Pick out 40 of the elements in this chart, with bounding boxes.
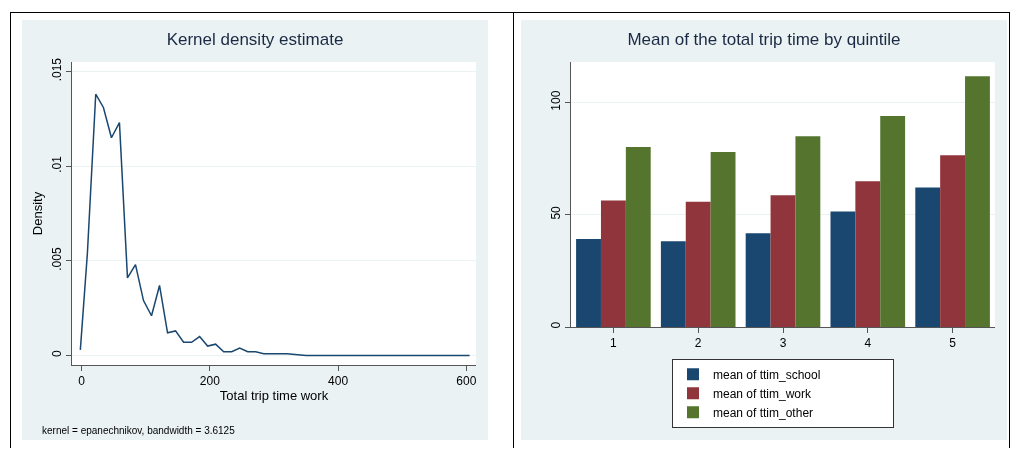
chart-title: Kernel density estimate xyxy=(166,29,344,49)
x-tick-label: 1 xyxy=(610,336,618,351)
bar xyxy=(855,181,881,327)
bar xyxy=(880,116,906,327)
text: kernel = epanechnikov, bandwidth = 3.6125 xyxy=(42,425,236,436)
bar xyxy=(965,76,990,327)
x-tick-label: 3 xyxy=(779,336,787,351)
bar xyxy=(600,200,626,327)
bar xyxy=(576,238,601,327)
x-tick-label: 600 xyxy=(456,374,477,389)
x-tick-label: 4 xyxy=(864,336,872,351)
legend-label: mean of ttim_other xyxy=(713,405,814,420)
x-tick-label: 5 xyxy=(949,336,957,351)
bar xyxy=(830,211,856,327)
bar xyxy=(685,201,711,327)
y-axis-title: Density xyxy=(30,191,46,236)
x-tick-label: 0 xyxy=(78,374,86,389)
chart-title: Mean of the total trip time by quintile xyxy=(627,29,901,49)
legend-label: mean of ttim_work xyxy=(713,386,813,401)
bar xyxy=(625,147,651,327)
x-tick-label: 200 xyxy=(199,374,221,389)
bar xyxy=(745,233,771,327)
x-axis-title: Total trip time work xyxy=(219,388,329,404)
y-tick-label: 100 xyxy=(549,90,564,111)
x-tick-label: 2 xyxy=(694,336,702,351)
bar xyxy=(915,187,941,327)
y-tick-label: 0 xyxy=(549,321,564,329)
bar xyxy=(710,152,736,327)
y-tick-label: 0 xyxy=(50,350,65,358)
legend-label: mean of ttim_school xyxy=(713,367,821,382)
bar xyxy=(660,241,686,327)
bar xyxy=(940,155,966,327)
y-tick-label: .005 xyxy=(50,247,65,271)
x-tick-label: 400 xyxy=(328,374,349,389)
y-tick-label: 50 xyxy=(549,205,564,220)
line-series xyxy=(79,93,471,357)
y-tick-label: .015 xyxy=(50,57,65,82)
y-tick-label: .01 xyxy=(50,155,65,173)
bar xyxy=(795,136,821,327)
bar xyxy=(770,195,796,327)
